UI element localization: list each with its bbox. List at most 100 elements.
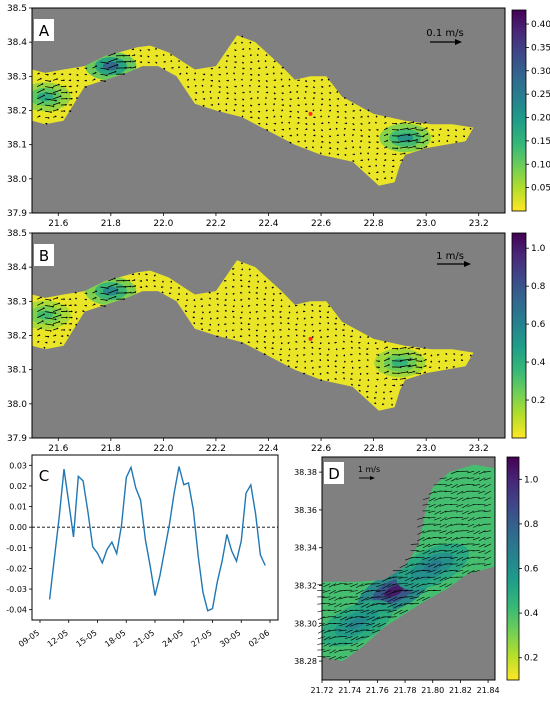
velocity-arrowhead: [343, 354, 346, 357]
velocity-arrowhead: [52, 324, 55, 326]
velocity-arrowhead: [384, 384, 387, 386]
x-tick-label: 22.2: [206, 444, 226, 454]
velocity-arrowhead: [437, 354, 439, 356]
velocity-arrowhead: [233, 336, 235, 338]
velocity-arrowhead: [287, 360, 289, 362]
velocity-arrowhead: [342, 366, 345, 369]
velocity-arrowhead: [242, 55, 245, 58]
velocity-arrow: [455, 570, 464, 572]
velocity-arrow: [484, 550, 491, 555]
velocity-arrow: [323, 636, 331, 641]
x-tick-label: 21.76: [366, 686, 389, 695]
y-tick-label: 38.36: [294, 506, 317, 515]
velocity-arrowhead: [265, 97, 267, 99]
velocity-arrow: [52, 102, 60, 106]
velocity-arrow: [450, 497, 458, 500]
velocity-arrowhead: [373, 397, 376, 399]
velocity-arrow: [422, 596, 431, 601]
velocity-arrow: [433, 563, 442, 568]
velocity-arrow: [407, 358, 417, 362]
velocity-arrowhead: [366, 365, 368, 368]
velocity-arrowhead: [287, 322, 290, 325]
velocity-arrowhead: [271, 304, 273, 307]
velocity-arrowhead: [455, 135, 457, 138]
velocity-arrowhead: [358, 359, 360, 362]
velocity-arrowhead: [392, 165, 395, 168]
velocity-arrow: [52, 302, 60, 306]
velocity-arrowhead: [255, 329, 258, 332]
velocity-arrow: [387, 609, 397, 613]
velocity-arrow: [356, 642, 364, 648]
velocity-arrow: [52, 321, 60, 325]
velocity-arrowhead: [74, 304, 76, 306]
velocity-arrow: [328, 603, 336, 606]
velocity-arrowhead: [335, 371, 337, 374]
velocity-arrow: [415, 366, 422, 368]
velocity-arrow: [328, 596, 336, 601]
velocity-arrowhead: [343, 340, 345, 343]
panel-a-key-arrowhead: [455, 39, 462, 45]
x-tick-label: 21.6: [48, 219, 68, 229]
colorbar-tick-label: 1.0: [524, 475, 539, 485]
velocity-arrowhead: [312, 146, 314, 148]
velocity-arrowhead: [218, 66, 221, 69]
velocity-arrowhead: [61, 73, 64, 76]
velocity-arrowhead: [209, 317, 212, 320]
velocity-arrowhead: [406, 146, 408, 148]
velocity-arrowhead: [216, 293, 219, 295]
velocity-arrowhead: [395, 378, 398, 381]
velocity-arrowhead: [280, 359, 282, 361]
velocity-arrowhead: [296, 354, 299, 357]
velocity-arrow: [360, 609, 370, 613]
y-tick-label: 38.4: [7, 263, 27, 273]
velocity-arrow: [333, 609, 342, 614]
velocity-arrow: [456, 503, 464, 507]
velocity-arrow: [415, 360, 422, 362]
velocity-arrowhead: [234, 98, 237, 101]
velocity-arrowhead: [70, 104, 72, 106]
velocity-arrow: [444, 550, 453, 552]
panel-a-letter: A: [39, 22, 50, 40]
velocity-arrow: [416, 596, 425, 602]
velocity-arrow: [484, 484, 491, 488]
velocity-arrowhead: [243, 110, 245, 112]
velocity-arrow: [37, 302, 43, 306]
velocity-arrowhead: [273, 293, 275, 295]
velocity-arrowhead: [287, 365, 290, 367]
velocity-arrowhead: [358, 341, 360, 344]
velocity-arrowhead: [289, 115, 292, 118]
velocity-arrowhead: [272, 342, 274, 344]
velocity-arrowhead: [123, 298, 125, 300]
velocity-arrowhead: [375, 121, 377, 124]
velocity-arrowhead: [320, 336, 322, 338]
velocity-arrowhead: [343, 134, 346, 136]
velocity-arrow: [345, 623, 353, 628]
velocity-arrow: [433, 570, 442, 575]
velocity-arrowhead: [288, 78, 291, 81]
velocity-arrowhead: [344, 127, 346, 130]
velocity-arrowhead: [287, 334, 289, 337]
velocity-arrowhead: [185, 305, 187, 307]
velocity-arrowhead: [134, 66, 137, 68]
velocity-arrowhead: [41, 83, 44, 85]
velocity-arrowhead: [386, 139, 389, 142]
velocity-arrowhead: [201, 328, 203, 330]
velocity-arrowhead: [369, 141, 371, 144]
velocity-arrowhead: [160, 286, 163, 288]
velocity-arrowhead: [232, 279, 235, 281]
velocity-arrowhead: [203, 73, 206, 76]
velocity-arrow: [322, 589, 331, 593]
velocity-arrowhead: [264, 293, 267, 295]
velocity-arrowhead: [163, 68, 166, 70]
velocity-arrow: [478, 556, 486, 559]
velocity-arrowhead: [453, 359, 456, 361]
velocity-arrowhead: [329, 109, 332, 112]
y-tick-label: 38.0: [7, 175, 27, 185]
velocity-arrowhead: [366, 372, 368, 375]
velocity-arrowhead: [409, 358, 412, 360]
velocity-arrowhead: [319, 373, 322, 375]
velocity-arrow: [100, 73, 107, 76]
velocity-arrow: [399, 140, 410, 143]
velocity-arrowhead: [360, 166, 363, 169]
